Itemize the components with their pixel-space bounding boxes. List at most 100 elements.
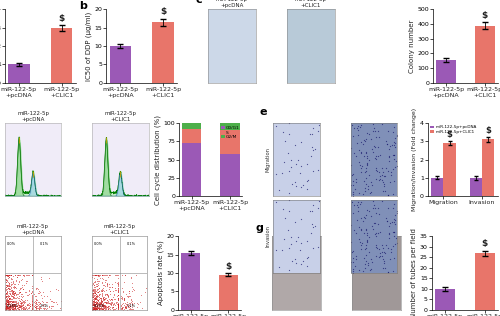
Point xyxy=(2,283,10,288)
Point xyxy=(355,267,363,272)
Point xyxy=(46,305,54,310)
Point xyxy=(90,302,98,307)
Point xyxy=(297,216,305,222)
Point xyxy=(90,306,98,311)
Point xyxy=(94,278,102,283)
Point xyxy=(128,281,136,286)
Point xyxy=(384,218,392,223)
Point xyxy=(120,296,128,301)
Point xyxy=(16,290,24,295)
Point xyxy=(100,297,108,302)
Point xyxy=(90,297,98,302)
Point xyxy=(10,302,18,307)
Point xyxy=(118,285,126,290)
Point xyxy=(94,278,102,283)
Point xyxy=(368,149,376,154)
Point xyxy=(88,292,96,297)
Point xyxy=(126,307,134,312)
Point xyxy=(371,144,379,149)
Bar xyxy=(220,123,240,130)
Point xyxy=(8,300,16,305)
Point xyxy=(311,147,319,152)
Point xyxy=(8,291,16,296)
Point xyxy=(371,221,379,226)
Point xyxy=(112,285,120,290)
Point xyxy=(15,303,23,308)
Point xyxy=(6,303,14,308)
Point xyxy=(4,307,12,312)
Point xyxy=(16,304,24,309)
Point xyxy=(363,162,371,167)
Point xyxy=(278,247,286,252)
Point xyxy=(130,288,138,293)
Point xyxy=(2,272,10,277)
Point xyxy=(20,307,28,312)
Title: miR-122-5p
+pcDNA: miR-122-5p +pcDNA xyxy=(17,224,49,235)
Point xyxy=(45,276,53,281)
Point xyxy=(34,286,42,291)
Point xyxy=(94,272,102,277)
Point xyxy=(358,141,366,146)
Point xyxy=(24,306,32,311)
Point xyxy=(124,305,132,310)
Point xyxy=(90,302,98,307)
Point xyxy=(25,304,33,309)
Point xyxy=(28,296,36,301)
Point xyxy=(18,305,26,310)
Point xyxy=(90,298,98,303)
Point xyxy=(6,272,14,277)
Point xyxy=(310,246,318,251)
Point xyxy=(92,305,100,310)
Point xyxy=(108,300,116,305)
Point xyxy=(272,123,280,128)
Point xyxy=(376,152,384,157)
Point xyxy=(123,299,131,304)
Point xyxy=(15,302,23,307)
Point xyxy=(26,288,34,293)
Text: $: $ xyxy=(226,262,232,271)
Point xyxy=(7,305,15,310)
Point xyxy=(2,300,10,305)
Point xyxy=(10,274,18,279)
Point xyxy=(18,291,26,296)
Point xyxy=(103,300,111,305)
Point xyxy=(2,301,10,306)
Point xyxy=(300,182,308,187)
Point xyxy=(10,304,18,309)
Point xyxy=(9,291,17,296)
Point xyxy=(100,302,108,307)
Point xyxy=(36,301,44,306)
Point xyxy=(114,302,122,307)
Point xyxy=(2,306,10,311)
Point xyxy=(106,301,114,307)
Point xyxy=(105,301,113,306)
Point xyxy=(117,306,125,311)
Point xyxy=(93,306,101,311)
Point xyxy=(42,306,50,311)
Point xyxy=(100,304,108,309)
Text: b: b xyxy=(80,1,88,11)
Point xyxy=(4,306,12,311)
Point xyxy=(16,302,24,307)
Point xyxy=(136,293,144,298)
Point xyxy=(104,303,112,308)
Point xyxy=(88,289,96,294)
Point xyxy=(114,295,122,300)
Point xyxy=(88,283,96,288)
Point xyxy=(374,135,382,140)
Point xyxy=(90,284,98,289)
Point xyxy=(20,307,28,312)
Point xyxy=(302,239,310,244)
Point xyxy=(34,288,42,293)
Point xyxy=(104,293,112,298)
Point xyxy=(95,272,103,277)
Point xyxy=(112,272,120,277)
Point xyxy=(379,179,387,185)
Point xyxy=(112,281,120,286)
Point xyxy=(122,302,130,307)
Point xyxy=(89,307,97,312)
Point xyxy=(32,307,40,312)
Point xyxy=(352,253,360,258)
Point xyxy=(88,272,96,277)
Point xyxy=(95,293,103,298)
